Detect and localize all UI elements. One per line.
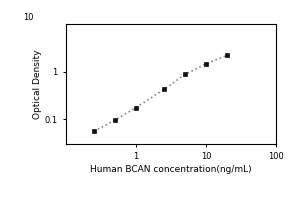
X-axis label: Human BCAN concentration(ng/mL): Human BCAN concentration(ng/mL) [90,165,252,174]
Text: 10: 10 [23,13,34,22]
Y-axis label: Optical Density: Optical Density [33,49,42,119]
